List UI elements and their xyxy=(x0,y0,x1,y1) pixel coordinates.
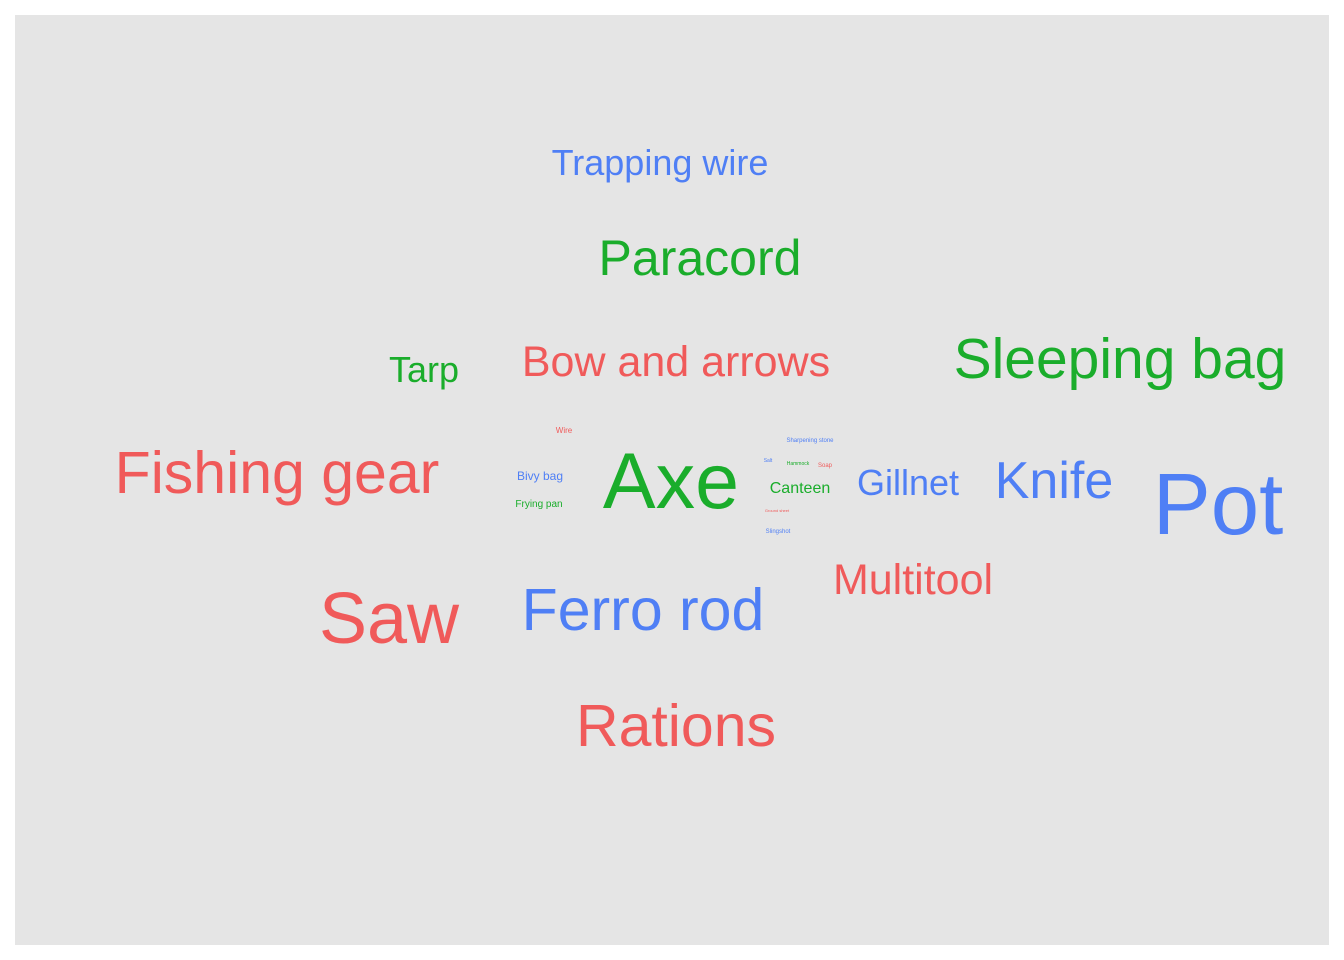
word-bow-and-arrows: Bow and arrows xyxy=(522,338,830,386)
word-canteen: Canteen xyxy=(770,480,831,497)
plot-panel xyxy=(15,15,1329,945)
word-paracord: Paracord xyxy=(599,230,802,286)
word-slingshot: Slingshot xyxy=(766,529,791,535)
word-sharpening-stone: Sharpening stone xyxy=(786,438,834,444)
word-multitool: Multitool xyxy=(833,556,993,604)
word-soap: Soap xyxy=(818,463,833,469)
word-frying-pan: Frying pan xyxy=(515,499,562,510)
word-rations: Rations xyxy=(576,693,776,759)
word-salt: Salt xyxy=(764,458,773,464)
word-sleeping-bag: Sleeping bag xyxy=(954,327,1287,391)
word-saw: Saw xyxy=(319,579,460,659)
word-ferro-rod: Ferro rod xyxy=(522,577,765,643)
word-trapping-wire: Trapping wire xyxy=(552,142,769,183)
word-gillnet: Gillnet xyxy=(857,462,959,503)
word-knife: Knife xyxy=(995,452,1114,510)
word-hammock: Hammock xyxy=(787,461,810,467)
word-ground-sheet: Ground sheet xyxy=(765,508,790,513)
word-tarp: Tarp xyxy=(389,349,459,390)
word-axe: Axe xyxy=(603,436,739,525)
word-wire: Wire xyxy=(556,426,573,435)
word-bivy-bag: Bivy bag xyxy=(517,469,563,483)
word-pot: Pot xyxy=(1153,456,1284,553)
word-fishing-gear: Fishing gear xyxy=(115,440,440,506)
